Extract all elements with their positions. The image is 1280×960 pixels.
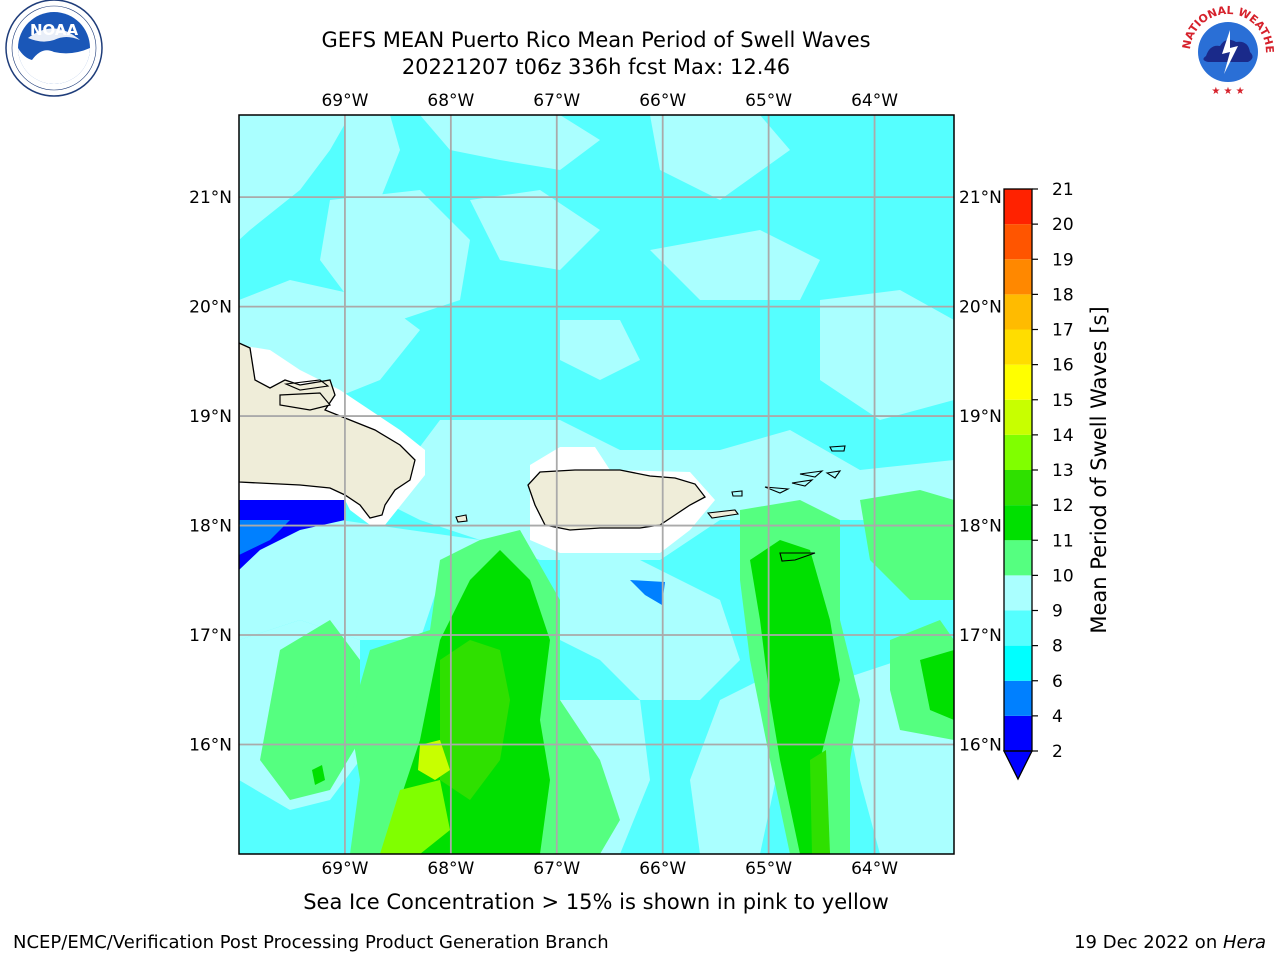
chart-subtitle: 20221207 t06z 336h fcst Max: 12.46 (401, 55, 791, 79)
colorbar-tick-label: 13 (1052, 461, 1074, 481)
colorbar-segment (1004, 505, 1032, 541)
lon-label-bottom: 68°W (427, 859, 474, 879)
footer-date-text: 19 Dec 2022 on (1074, 932, 1223, 953)
colorbar-tick-label: 15 (1052, 391, 1074, 411)
lon-label-bottom: 69°W (321, 859, 368, 879)
colorbar-segment (1004, 575, 1032, 611)
colorbar-segment (1004, 399, 1032, 435)
graticule (239, 115, 954, 854)
colorbar-segment (1004, 434, 1032, 470)
lon-label-top: 67°W (533, 91, 580, 111)
lon-label-top: 66°W (639, 91, 686, 111)
colorbar-tick-label: 6 (1052, 672, 1063, 692)
colorbar-tick-label: 4 (1052, 707, 1063, 727)
colorbar: 2 4 6 8 9 10 11 12 13 14 15 16 17 18 19 20 21 (1002, 180, 1074, 781)
colorbar-segment (1004, 259, 1032, 295)
colorbar-tick-label: 10 (1052, 566, 1074, 586)
colorbar-tick-label: 2 (1052, 742, 1063, 762)
lat-label-left: 20°N (189, 298, 232, 318)
colorbar-tick-label: 11 (1052, 531, 1074, 551)
lat-label-left: 18°N (189, 517, 232, 537)
colorbar-tick-label: 18 (1052, 285, 1074, 305)
colorbar-segment (1004, 294, 1032, 330)
lat-label-right: 17°N (959, 626, 1002, 646)
colorbar-tick-label: 8 (1052, 637, 1063, 657)
colorbar-segment (1004, 645, 1032, 681)
chart-title: GEFS MEAN Puerto Rico Mean Period of Swe… (321, 28, 871, 52)
colorbar-segment (1004, 470, 1032, 506)
sea-ice-caption: Sea Ice Concentration > 15% is shown in … (303, 890, 889, 914)
lon-labels-bottom: 69°W 68°W 67°W 66°W 65°W 64°W (321, 859, 898, 879)
footer-machine: Hera (1222, 932, 1266, 953)
map-frame (238, 114, 955, 855)
colorbar-segment (1004, 540, 1032, 576)
colorbar-segment (1004, 364, 1032, 400)
colorbar-under-arrow (1002, 750, 1034, 781)
lon-labels-top: 69°W 68°W 67°W 66°W 65°W 64°W (321, 91, 898, 111)
lon-label-bottom: 66°W (639, 859, 686, 879)
lon-label-bottom: 64°W (851, 859, 898, 879)
colorbar-tick-label: 12 (1052, 496, 1074, 516)
lon-label-top: 68°W (427, 91, 474, 111)
colorbar-tick-label: 14 (1052, 426, 1074, 446)
lon-label-top: 64°W (851, 91, 898, 111)
colorbar-tick-label: 9 (1052, 602, 1063, 622)
lat-label-right: 16°N (959, 736, 1002, 756)
colorbar-tick-label: 16 (1052, 356, 1074, 376)
nws-logo-icon: NATIONAL WEATHER SERVICE ★ ★ ★ (1176, 0, 1276, 100)
lon-label-top: 65°W (745, 91, 792, 111)
lat-label-left: 16°N (189, 736, 232, 756)
lat-label-left: 19°N (189, 407, 232, 427)
colorbar-segment (1004, 610, 1032, 646)
colorbar-tick-label: 21 (1052, 180, 1074, 200)
colorbar-tick-label: 19 (1052, 250, 1074, 270)
footer-branch: NCEP/EMC/Verification Post Processing Pr… (13, 932, 609, 953)
lat-label-right: 18°N (959, 517, 1002, 537)
lat-label-right: 20°N (959, 298, 1002, 318)
lat-label-right: 21°N (959, 188, 1002, 208)
colorbar-segment (1004, 715, 1032, 751)
colorbar-label: Mean Period of Swell Waves [s] (1087, 306, 1111, 633)
colorbar-segment (1004, 680, 1032, 716)
lon-label-bottom: 65°W (745, 859, 792, 879)
footer-date: 19 Dec 2022 on Hera (1074, 932, 1266, 954)
lat-label-right: 19°N (959, 407, 1002, 427)
lon-label-bottom: 67°W (533, 859, 580, 879)
lat-labels-right: 21°N 20°N 19°N 18°N 17°N 16°N (959, 188, 1002, 755)
svg-text:NOAA: NOAA (30, 21, 79, 39)
lat-labels-left: 21°N 20°N 19°N 18°N 17°N 16°N (189, 188, 232, 755)
lon-label-top: 69°W (321, 91, 368, 111)
noaa-logo-icon: NOAA (5, 0, 103, 97)
colorbar-tick-label: 17 (1052, 321, 1074, 341)
colorbar-segment (1004, 329, 1032, 365)
colorbar-tick-label: 20 (1052, 215, 1074, 235)
svg-text:★ ★ ★: ★ ★ ★ (1211, 86, 1244, 97)
swell-period-field (239, 115, 954, 854)
lat-label-left: 21°N (189, 188, 232, 208)
colorbar-segment (1004, 189, 1032, 225)
lat-label-left: 17°N (189, 626, 232, 646)
colorbar-segment (1004, 224, 1032, 260)
